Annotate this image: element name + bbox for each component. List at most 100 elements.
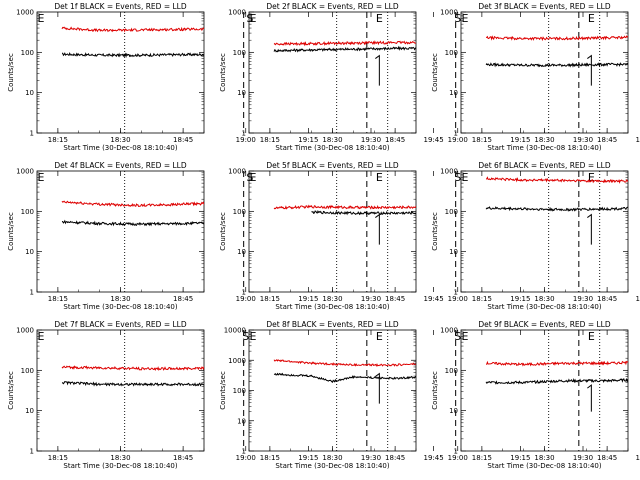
y-tick-label: 100: [233, 49, 246, 57]
y-tick-label: 1: [454, 289, 458, 297]
marker-e-left: E: [38, 330, 45, 343]
x-axis-title: Start Time (30-Dec-08 18:10:40): [275, 303, 389, 311]
x-tick-label: 18:15: [260, 295, 280, 303]
x-tick-label: 19:45: [424, 454, 444, 462]
series-events-tail: [375, 54, 380, 86]
y-tick-label: 1000: [16, 168, 34, 176]
y-tick-label: 100: [21, 367, 34, 375]
x-tick-label: 19:15: [510, 136, 530, 144]
x-tick-label: 18:15: [472, 136, 492, 144]
y-tick-label: 1: [454, 130, 458, 138]
x-tick-label: 18:45: [173, 136, 193, 144]
y-axis-title: Counts/sec: [219, 212, 227, 251]
x-axis-title: Start Time (30-Dec-08 18:10:40): [275, 462, 389, 470]
y-axis-title: Counts/sec: [219, 371, 227, 410]
x-tick-label: 19:45: [636, 454, 640, 462]
y-tick-label: 1: [30, 130, 34, 138]
series-lld-line: [61, 365, 204, 372]
panel-title: Det 7f BLACK = Events, RED = LLD: [54, 320, 187, 329]
series-events-line: [273, 45, 416, 53]
y-tick-label: 1000: [440, 327, 458, 335]
series-events-tail: [587, 384, 592, 412]
x-tick-label: 18:30: [110, 454, 130, 462]
panel-det-5: Det 5f BLACK = Events, RED = LLD Counts/s…: [219, 161, 640, 311]
x-tick-label: 19:15: [298, 136, 318, 144]
x-tick-label: 19:15: [298, 295, 318, 303]
y-tick-label: 1000: [16, 327, 34, 335]
y-tick-label: 1: [242, 289, 246, 297]
x-tick-label: 18:45: [173, 454, 193, 462]
y-tick-label: 10: [25, 248, 34, 256]
x-tick-label: 18:45: [597, 136, 617, 144]
panel-det-4: Det 4f BLACK = Events, RED = LLD Counts/s…: [7, 161, 444, 311]
y-tick-label: 1000: [228, 168, 246, 176]
series-events-line: [62, 52, 204, 59]
x-tick-label: 19:00: [236, 295, 256, 303]
x-axis-title: Start Time (30-Dec-08 18:10:40): [487, 462, 601, 470]
y-tick-label: 1: [242, 448, 246, 456]
x-tick-label: 19:00: [236, 454, 256, 462]
y-tick-label: 100: [21, 49, 34, 57]
x-tick-label: 19:45: [424, 136, 444, 144]
y-axis-title: Counts/sec: [7, 53, 15, 92]
marker-e-left: E: [250, 171, 257, 184]
x-tick-label: 19:00: [236, 136, 256, 144]
y-tick-label: 10: [237, 248, 246, 256]
x-tick-label: 18:45: [173, 295, 193, 303]
panel-title: Det 3f BLACK = Events, RED = LLD: [478, 2, 611, 11]
series-events-tail: [587, 213, 592, 245]
y-tick-label: 10000: [224, 327, 246, 335]
plot-frame: [460, 170, 629, 293]
series-lld-line: [61, 26, 204, 33]
marker-e: E: [376, 12, 383, 25]
x-tick-label: 19:30: [361, 136, 381, 144]
x-tick-label: 18:30: [110, 295, 130, 303]
y-tick-label: 10: [449, 248, 458, 256]
panel-title: Det 6f BLACK = Events, RED = LLD: [478, 161, 611, 170]
panel-title: Det 4f BLACK = Events, RED = LLD: [54, 161, 187, 170]
x-tick-label: 18:15: [48, 136, 68, 144]
y-tick-label: 10: [237, 417, 246, 425]
series-events-tail: [375, 213, 380, 245]
y-tick-label: 10: [449, 89, 458, 97]
series-lld-line: [486, 35, 628, 42]
series-lld-line: [486, 360, 628, 367]
panel-det-3: Det 3f BLACK = Events, RED = LLD Counts/s…: [431, 2, 629, 152]
y-axis-title: Counts/sec: [431, 212, 439, 251]
y-tick-label: 1000: [228, 357, 246, 365]
x-tick-label: 18:30: [534, 295, 554, 303]
x-tick-label: 19:00: [448, 295, 468, 303]
x-axis-title: Start Time (30-Dec-08 18:10:40): [487, 144, 601, 152]
y-axis-title: Counts/sec: [431, 53, 439, 92]
x-tick-label: 19:30: [573, 454, 593, 462]
x-tick-label: 19:30: [361, 295, 381, 303]
panel-det-6: Det 6f BLACK = Events, RED = LLD Counts/s…: [431, 161, 629, 311]
x-tick-label: 18:45: [385, 295, 405, 303]
series-lld-line: [61, 200, 204, 208]
x-tick-label: 19:15: [510, 454, 530, 462]
x-tick-label: 19:00: [448, 136, 468, 144]
x-tick-label: 19:00: [448, 454, 468, 462]
x-tick-label: 19:45: [424, 295, 444, 303]
y-axis-title: Counts/sec: [7, 212, 15, 251]
plot-frame: [460, 329, 629, 452]
x-tick-label: 19:30: [573, 295, 593, 303]
panel-title: Det 2f BLACK = Events, RED = LLD: [266, 2, 399, 11]
y-tick-label: 100: [233, 208, 246, 216]
y-tick-label: 100: [21, 208, 34, 216]
marker-e-left: E: [462, 171, 469, 184]
x-tick-label: 18:30: [110, 136, 130, 144]
series-lld-line: [273, 204, 416, 210]
marker-s: S: [246, 12, 253, 25]
x-axis-title: Start Time (30-Dec-08 18:10:40): [63, 462, 177, 470]
series-events-line: [61, 381, 204, 387]
y-tick-label: 1: [242, 130, 246, 138]
marker-e-left: E: [38, 12, 45, 25]
x-tick-label: 18:30: [534, 136, 554, 144]
x-tick-label: 18:15: [48, 295, 68, 303]
plot-frame: [460, 11, 629, 134]
x-tick-label: 18:15: [472, 454, 492, 462]
x-tick-label: 18:45: [385, 454, 405, 462]
plot-frame: [248, 11, 417, 134]
y-tick-label: 100: [445, 367, 458, 375]
